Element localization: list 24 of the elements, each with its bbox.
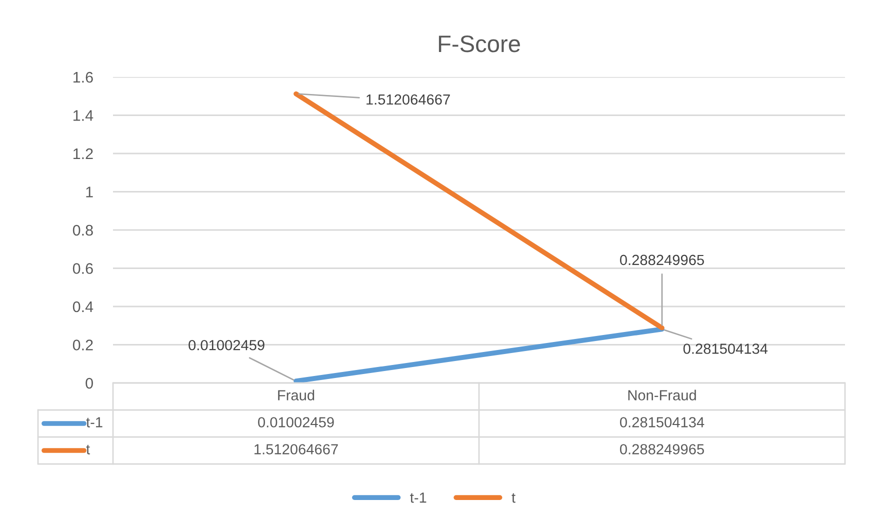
y-tick-label: 1.2 [73, 148, 93, 160]
text: 0.01002459 [188, 340, 264, 350]
y-tick-label: 1.6 [73, 72, 93, 83]
text: t-1 [86, 417, 102, 428]
data-label: 1.512064667 [254, 444, 338, 454]
legend-label: t [512, 493, 516, 503]
text: t [86, 444, 90, 454]
text: 0.281504134 [683, 344, 768, 354]
y-tick-label: 0.6 [72, 263, 93, 274]
y-tick-label: 1.4 [73, 110, 94, 121]
y-tick-label: 0.4 [72, 301, 94, 312]
x-tick-label: Non-Fraud [628, 390, 696, 400]
y-tick-label: 0.8 [72, 224, 93, 236]
chart-title: F-Score [438, 36, 520, 52]
data-label: 0.288249965 [620, 444, 704, 454]
y-tick-label: 1 [86, 186, 93, 198]
legend-label: t-1 [410, 492, 426, 503]
x-tick-label: Fraud [278, 390, 314, 400]
text: 0.288249965 [620, 254, 704, 266]
text: 1.512064667 [366, 94, 450, 105]
y-tick-label: 0 [86, 378, 93, 389]
y-tick-label: 0.2 [72, 340, 93, 350]
data-label: 0.281504134 [620, 417, 704, 428]
data-label: 0.01002459 [258, 417, 334, 428]
